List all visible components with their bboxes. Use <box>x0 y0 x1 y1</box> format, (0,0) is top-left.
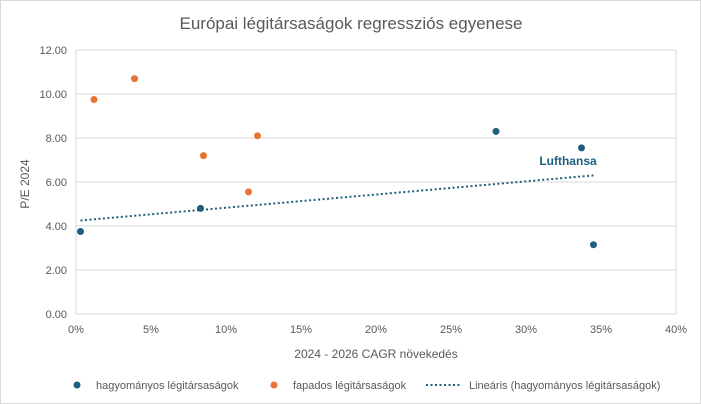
legend: hagyományos légitársaságok fapados légitá… <box>73 380 660 392</box>
legend-marker <box>73 381 81 389</box>
point-traditional <box>590 241 597 249</box>
point-traditional <box>578 144 585 152</box>
x-axis-ticks: 0% 5% 10% 15% 20% 25% 30% 35% 40% <box>68 324 687 336</box>
point-traditional <box>77 228 84 235</box>
legend-label: Lineáris (hagyományos légitársaságok) <box>469 380 660 392</box>
annotations: Lufthansa <box>539 154 597 168</box>
x-tick-label: 30% <box>515 324 537 336</box>
x-tick-label: 5% <box>143 324 159 336</box>
y-tick-label: 12.00 <box>39 45 67 57</box>
legend-marker <box>270 381 278 389</box>
y-tick-label: 4.00 <box>46 221 67 233</box>
y-axis-label: P/E 2024 <box>18 159 32 209</box>
point-lowcost <box>245 188 252 196</box>
chart-title: Európai légitársaságok regressziós egyen… <box>179 14 522 33</box>
annotation-label: Lufthansa <box>539 154 597 168</box>
point-lowcost <box>131 75 138 83</box>
y-axis-ticks: 0.00 2.00 4.00 6.00 8.00 10.00 12.00 <box>39 45 67 321</box>
y-tick-label: 2.00 <box>46 265 67 277</box>
legend-label: fapados légitársaságok <box>293 380 407 392</box>
x-axis-label: 2024 - 2026 CAGR növekedés <box>294 347 457 361</box>
y-tick-label: 10.00 <box>39 89 67 101</box>
point-lowcost <box>254 132 261 140</box>
x-tick-label: 35% <box>590 324 612 336</box>
point-lowcost <box>90 96 98 103</box>
x-tick-label: 0% <box>68 324 84 336</box>
x-tick-label: 10% <box>215 324 237 336</box>
trendline <box>80 174 594 222</box>
trendline-line <box>80 174 594 222</box>
point-traditional <box>197 204 204 212</box>
point-traditional <box>492 127 500 135</box>
point-lowcost <box>200 152 207 160</box>
legend-label: hagyományos légitársaságok <box>96 380 239 392</box>
data-points <box>77 75 597 249</box>
x-tick-label: 40% <box>665 324 687 336</box>
x-tick-label: 15% <box>290 324 312 336</box>
grid-lines <box>75 49 677 315</box>
y-tick-label: 6.00 <box>46 177 67 189</box>
x-tick-label: 20% <box>365 324 387 336</box>
y-tick-label: 0.00 <box>46 309 67 321</box>
x-tick-label: 25% <box>440 324 462 336</box>
y-tick-label: 8.00 <box>46 133 67 145</box>
